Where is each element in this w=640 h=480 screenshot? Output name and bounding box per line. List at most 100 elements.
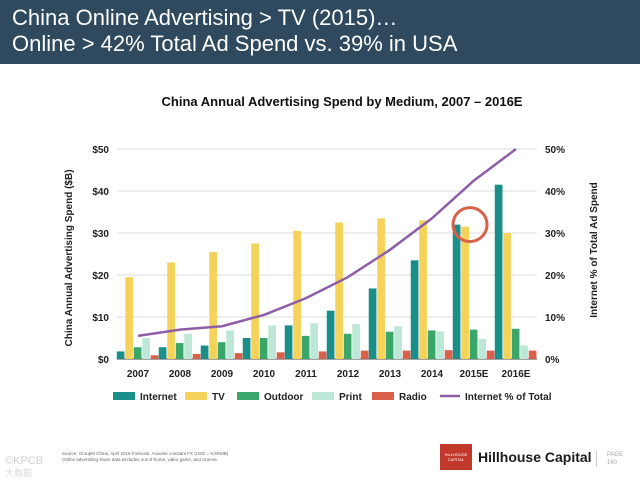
x-tick-label: 2014 <box>421 369 444 380</box>
page-label: PAGE <box>607 452 624 458</box>
bar-outdoor <box>259 338 268 359</box>
source-line-2: Online advertising share data excludes o… <box>62 457 218 462</box>
bar-radio <box>528 350 537 359</box>
legend-label: Internet <box>140 392 177 403</box>
y-tick-label: $0 <box>98 355 110 366</box>
bar-outdoor <box>301 335 310 359</box>
bar-tv <box>419 220 427 359</box>
y-axis-label: China Annual Advertising Spend ($B) <box>64 169 75 346</box>
bar-internet <box>242 338 251 359</box>
bar-tv <box>461 226 469 359</box>
x-tick-label: 2007 <box>127 369 150 380</box>
bar-tv <box>209 251 217 359</box>
bar-tv <box>293 230 301 359</box>
x-tick-label: 2012 <box>337 369 360 380</box>
page-number: 160 <box>607 460 618 466</box>
bar-print <box>352 324 360 359</box>
header-band: China Online Advertising > TV (2015)… On… <box>0 0 640 64</box>
bar-print <box>226 330 234 359</box>
highlight-circle <box>451 206 489 244</box>
legend-swatch <box>185 392 207 400</box>
source-note: Source: GroupM China, April 2016 Forecas… <box>62 451 312 463</box>
bar-radio <box>360 350 369 359</box>
bar-internet <box>410 260 419 359</box>
legend-label: Print <box>339 392 362 403</box>
percent-line <box>137 148 517 338</box>
bar-internet <box>368 288 377 359</box>
bar-outdoor <box>133 347 142 359</box>
x-tick-label: 2008 <box>169 369 192 380</box>
header-title-line1: China Online Advertising > TV (2015)… <box>12 5 398 30</box>
bar-radio <box>150 355 159 359</box>
bar-print <box>310 323 318 359</box>
bar-internet <box>326 310 335 359</box>
page-tag: PAGE 160 <box>596 451 623 467</box>
internet-percent-line <box>137 148 517 338</box>
bar-print <box>184 333 192 359</box>
bar-outdoor <box>175 343 184 359</box>
bar-radio <box>486 350 495 359</box>
y-tick-label: $20 <box>92 271 109 282</box>
bar-internet <box>158 347 167 359</box>
bar-tv <box>167 262 175 359</box>
watermark: ©KPCB <box>5 455 44 467</box>
bar-internet <box>116 351 125 359</box>
x-tick-label: 2009 <box>211 369 234 380</box>
watermark-sub: 大数据 <box>5 468 33 478</box>
legend-swatch <box>237 392 259 400</box>
legend-swatch <box>113 392 135 400</box>
bar-outdoor <box>469 329 478 359</box>
bar-internet <box>200 345 209 359</box>
bar-outdoor <box>511 328 520 359</box>
bars <box>116 184 537 359</box>
chart-title: China Annual Advertising Spend by Medium… <box>162 94 523 109</box>
y2-axis-label: Internet % of Total Ad Spend <box>589 182 600 318</box>
bar-outdoor <box>217 342 226 359</box>
bar-radio <box>234 353 243 359</box>
bar-tv <box>125 277 133 359</box>
y2-tick-label: 0% <box>545 355 560 366</box>
bar-print <box>394 326 402 359</box>
x-tick-label: 2015E <box>460 369 489 380</box>
bar-internet <box>452 224 461 359</box>
y-tick-label: $50 <box>92 145 109 156</box>
legend-swatch <box>372 392 394 400</box>
y-tick-label: $10 <box>92 313 109 324</box>
y2-tick-label: 10% <box>545 313 565 324</box>
header-title-line2: Online > 42% Total Ad Spend vs. 39% in U… <box>12 31 458 56</box>
brand-name: Hillhouse Capital <box>478 449 592 465</box>
bar-print <box>520 345 528 359</box>
bar-radio <box>444 350 453 359</box>
bar-radio <box>402 350 411 359</box>
y-tick-label: $40 <box>92 187 109 198</box>
bar-print <box>268 325 276 359</box>
legend-swatch <box>312 392 334 400</box>
hillhouse-logo: HILLHOUSE CAPITAL <box>440 444 472 470</box>
x-tick-label: 2016E <box>502 369 531 380</box>
x-tick-label: 2011 <box>295 369 317 380</box>
bar-tv <box>503 233 511 359</box>
legend-label: Internet % of Total <box>465 392 552 403</box>
y-tick-label: $30 <box>92 229 109 240</box>
bar-internet <box>284 325 293 359</box>
x-tick-label: 2013 <box>379 369 402 380</box>
bar-outdoor <box>385 331 394 359</box>
y2-tick-label: 20% <box>545 271 565 282</box>
bar-print <box>436 331 444 359</box>
x-tick-label: 2010 <box>253 369 276 380</box>
y2-tick-label: 50% <box>545 145 565 156</box>
bar-outdoor <box>427 330 436 359</box>
legend-label: Outdoor <box>264 392 304 403</box>
bar-print <box>478 338 486 359</box>
bar-radio <box>192 353 201 359</box>
bar-outdoor <box>343 333 352 359</box>
bar-tv <box>335 222 343 359</box>
bar-tv <box>377 218 385 359</box>
bar-radio <box>318 351 327 359</box>
bar-tv <box>251 243 259 359</box>
y2-tick-label: 30% <box>545 229 565 240</box>
source-line-1: Source: GroupM China, April 2016 Forecas… <box>62 451 229 456</box>
bar-print <box>142 338 150 359</box>
legend-label: Radio <box>399 392 427 403</box>
